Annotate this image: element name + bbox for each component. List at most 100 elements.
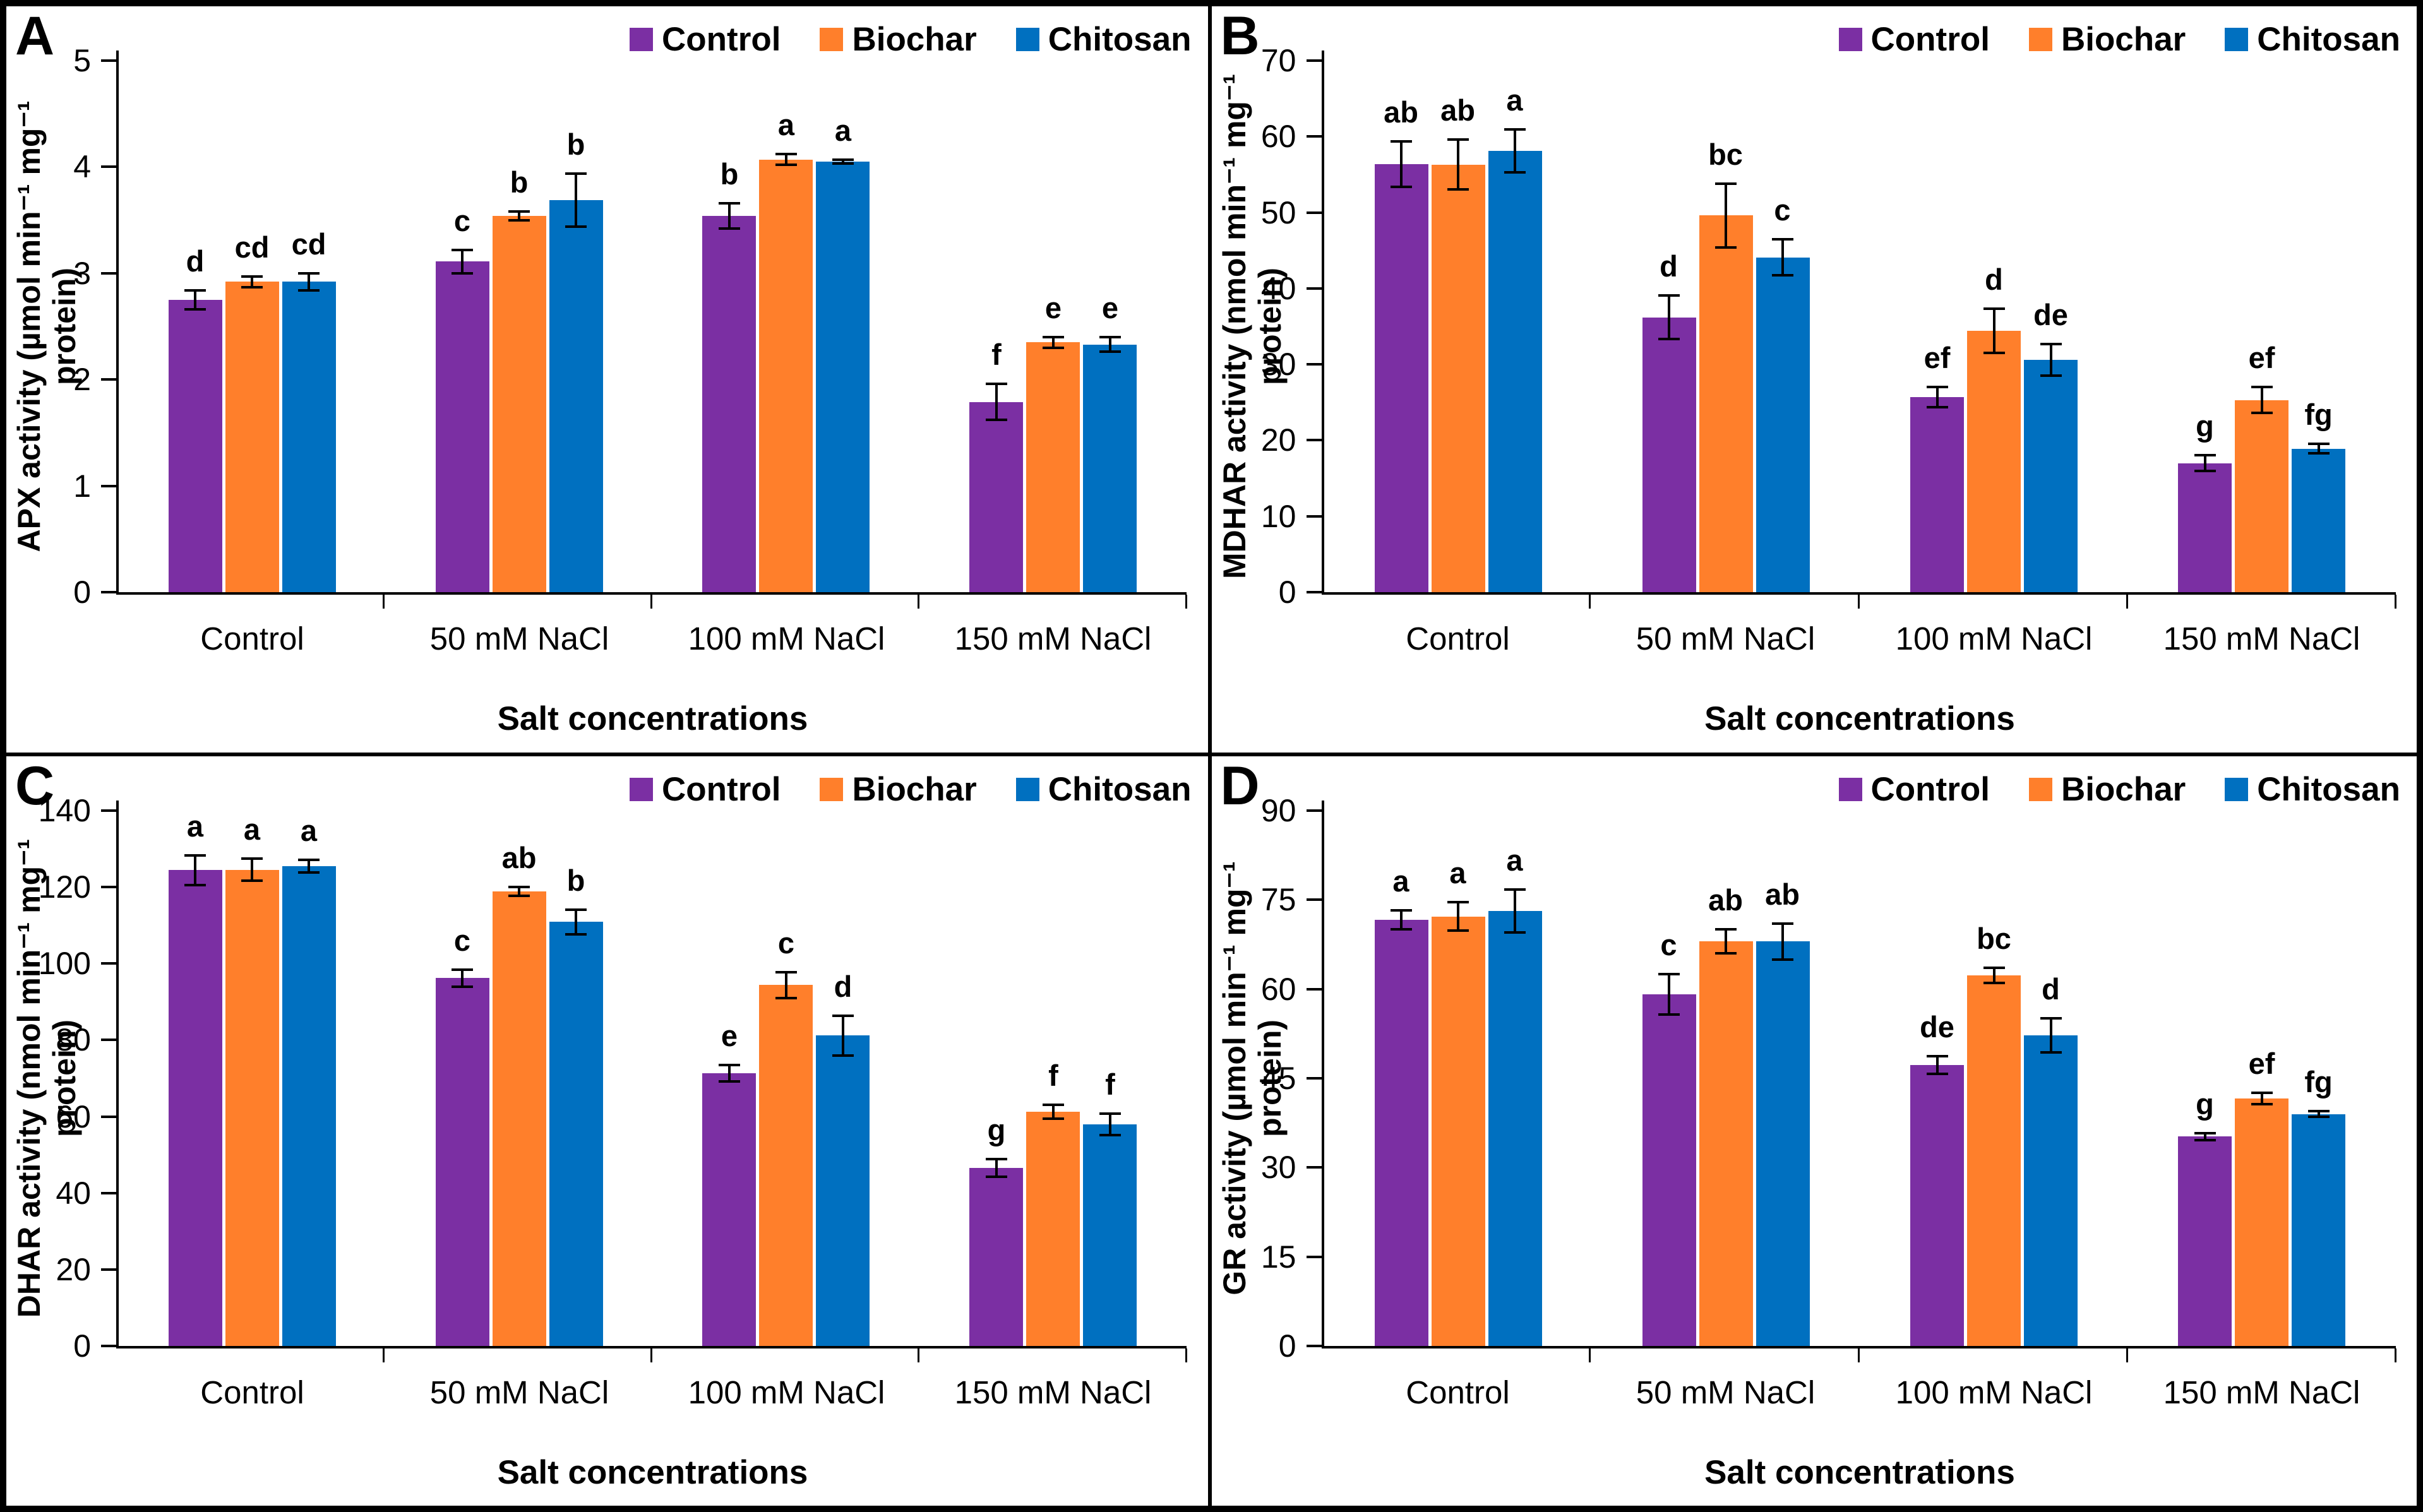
- error-bar-line: [1781, 239, 1784, 276]
- error-bar-cap-top: [1771, 922, 1793, 925]
- bar-biochar-100-mm-nacl: [759, 160, 813, 592]
- sig-letter: b: [510, 165, 529, 199]
- y-axis-tick: [101, 809, 116, 812]
- x-axis-tick: [1857, 1348, 1860, 1362]
- bar-control-150-mm-nacl: [2177, 1136, 2232, 1346]
- bar-chitosan-150-mm-nacl: [1083, 1124, 1137, 1346]
- legend-swatch-icon: [2225, 28, 2249, 51]
- error-bar-cap-top: [832, 158, 854, 161]
- sig-letter: fg: [2304, 1064, 2333, 1098]
- legend-label: Biochar: [2061, 770, 2186, 808]
- error-bar-cap-bottom: [1390, 186, 1412, 188]
- error-bar-cap-top: [986, 383, 1007, 385]
- legend-swatch-icon: [2225, 777, 2249, 801]
- error-bar-cap-top: [1983, 966, 2005, 969]
- y-axis-tick: [1306, 987, 1322, 991]
- sig-letter: ab: [1765, 877, 1800, 911]
- y-axis-tick: [101, 485, 116, 487]
- error-bar-cap-top: [1926, 386, 1948, 388]
- error-bar-cap-top: [1447, 900, 1469, 903]
- sig-letter: fg: [2304, 398, 2333, 431]
- x-axis-tick: [1857, 595, 1860, 609]
- legend: Control Biochar Chitosan: [630, 770, 1192, 808]
- error-bar-cap-bottom: [775, 164, 797, 166]
- error-bar-cap-bottom: [1390, 927, 1412, 931]
- y-axis-tick: [1306, 1165, 1322, 1169]
- sig-letter: a: [834, 114, 852, 147]
- bar-biochar-control: [225, 869, 279, 1346]
- x-axis-line: [116, 592, 1187, 595]
- x-category-label: 100 mM NaCl: [688, 621, 885, 657]
- sig-letter: ef: [2248, 341, 2275, 374]
- error-bar-cap-top: [452, 249, 473, 251]
- error-bar-line: [1109, 1113, 1111, 1135]
- sig-letter: a: [243, 812, 261, 846]
- y-tick-label: 0: [1278, 574, 1296, 610]
- legend-label: Biochar: [2061, 21, 2186, 58]
- bar-biochar-150-mm-nacl: [2234, 400, 2288, 592]
- sig-letter: a: [777, 108, 795, 141]
- error-bar-line: [728, 203, 731, 229]
- x-category-label: Control: [1406, 621, 1510, 657]
- bar-control-100-mm-nacl: [702, 216, 756, 592]
- x-axis-tick: [2394, 1348, 2396, 1362]
- error-bar-cap-bottom: [986, 1175, 1007, 1178]
- error-bar-line: [2317, 1110, 2320, 1117]
- sig-letter: b: [566, 863, 585, 897]
- error-bar-line: [1667, 973, 1670, 1015]
- sig-letter: g: [987, 1112, 1006, 1146]
- y-tick-label: 0: [73, 1328, 91, 1364]
- error-bar-cap-bottom: [2307, 1115, 2330, 1118]
- error-bar-cap-top: [2194, 1131, 2216, 1134]
- y-axis-tick: [101, 1191, 116, 1194]
- error-bar-cap-top: [565, 172, 587, 175]
- error-bar-line: [995, 384, 998, 420]
- x-axis-tick: [1588, 595, 1591, 609]
- error-bar-line: [1935, 387, 1939, 407]
- y-axis-tick: [1306, 135, 1322, 138]
- sig-letter: f: [1048, 1058, 1058, 1092]
- bar-biochar-150-mm-nacl: [2234, 1098, 2288, 1346]
- x-axis-title: Salt concentrations: [1704, 1453, 2015, 1491]
- error-bar-line: [251, 277, 253, 287]
- error-bar-cap-top: [2040, 1016, 2062, 1020]
- error-bar-cap-top: [2251, 386, 2273, 388]
- legend-swatch-icon: [630, 777, 654, 801]
- y-axis-tick: [101, 1038, 116, 1041]
- bar-chitosan-100-mm-nacl: [816, 162, 870, 592]
- error-bar-cap-top: [241, 857, 263, 860]
- legend-swatch-icon: [2028, 28, 2052, 51]
- error-bar-cap-top: [1714, 927, 1737, 931]
- sig-letter: f: [1105, 1067, 1115, 1101]
- error-bar-line: [995, 1158, 998, 1177]
- legend-label: Biochar: [852, 770, 977, 808]
- sig-letter: ab: [1708, 883, 1743, 917]
- error-bar-cap-bottom: [1714, 246, 1737, 249]
- y-axis-line: [116, 51, 119, 595]
- y-tick-label: 20: [1260, 422, 1296, 458]
- sig-letter: b: [720, 157, 739, 191]
- bar-control-100-mm-nacl: [1910, 397, 1964, 592]
- y-axis-tick: [1306, 59, 1322, 62]
- error-bar-cap-bottom: [1043, 1117, 1064, 1120]
- bar-control-150-mm-nacl: [969, 402, 1023, 592]
- legend-item-biochar: Biochar: [820, 770, 977, 808]
- bar-control-150-mm-nacl: [969, 1167, 1023, 1346]
- legend-label: Chitosan: [2257, 21, 2400, 58]
- y-tick-label: 0: [73, 574, 91, 610]
- y-axis-tick: [1306, 1344, 1322, 1347]
- error-bar-line: [1935, 1056, 1939, 1074]
- x-category-label: 50 mM NaCl: [429, 1374, 609, 1410]
- error-bar-cap-top: [2307, 1109, 2330, 1112]
- y-axis-tick: [1306, 211, 1322, 214]
- error-bar-cap-bottom: [1658, 1013, 1680, 1016]
- sig-letter: a: [1506, 843, 1523, 877]
- error-bar-cap-top: [1099, 336, 1121, 338]
- x-category-label: 50 mM NaCl: [1636, 621, 1816, 657]
- y-axis-tick: [101, 961, 116, 965]
- sig-letter: ab: [501, 840, 537, 874]
- bar-control-control: [169, 869, 222, 1346]
- error-bar-line: [1513, 889, 1516, 932]
- legend-item-control: Control: [630, 23, 781, 56]
- error-bar-line: [1399, 141, 1403, 187]
